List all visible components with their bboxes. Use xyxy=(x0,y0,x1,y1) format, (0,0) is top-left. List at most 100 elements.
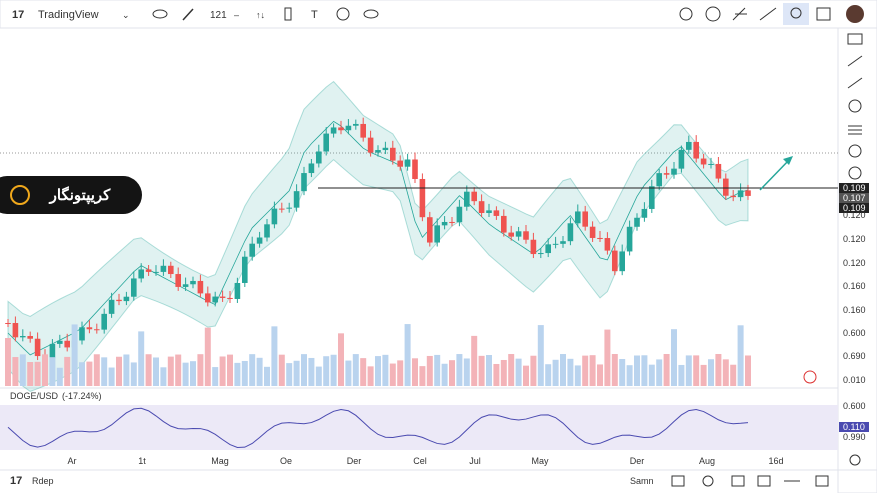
volume-bar xyxy=(537,325,544,386)
volume-bar xyxy=(182,362,189,386)
volume-bar xyxy=(308,357,315,386)
volume-bar xyxy=(700,364,707,386)
candle xyxy=(612,250,618,272)
tool[interactable] xyxy=(790,7,802,19)
volume-bar xyxy=(86,361,93,386)
price-label: 0.600 xyxy=(843,328,866,338)
volume-bar xyxy=(737,325,744,386)
candle xyxy=(397,160,403,167)
candle xyxy=(575,211,581,224)
price-chart xyxy=(5,80,751,448)
volume-bar xyxy=(71,324,78,386)
tool[interactable] xyxy=(679,7,693,21)
tool[interactable] xyxy=(757,475,771,487)
candle xyxy=(619,251,625,272)
dropdown[interactable]: ⌄ xyxy=(122,10,130,20)
bottom-right[interactable]: Samn xyxy=(630,476,654,486)
volume-bar xyxy=(286,363,293,386)
tool[interactable] xyxy=(848,125,862,135)
tool-active[interactable] xyxy=(783,3,809,25)
arrow-head xyxy=(783,156,793,165)
volume-bar xyxy=(5,338,11,386)
dropdown[interactable]: – xyxy=(234,10,239,20)
top-toolbar xyxy=(0,0,877,29)
volume-bar xyxy=(360,358,367,386)
avatar[interactable] xyxy=(846,5,864,23)
tool[interactable]: ↑↓ xyxy=(256,10,265,20)
tool[interactable] xyxy=(847,55,863,67)
candle xyxy=(57,340,63,344)
candle xyxy=(530,239,537,255)
volume-bar xyxy=(79,362,85,386)
bottom-left[interactable]: Rdep xyxy=(32,476,54,486)
tool[interactable] xyxy=(848,166,862,180)
time-label: Jul xyxy=(469,456,481,466)
candle-tool[interactable] xyxy=(284,7,292,21)
candle xyxy=(508,232,514,237)
tool[interactable] xyxy=(847,77,863,89)
candle xyxy=(242,256,248,283)
tool[interactable] xyxy=(702,475,714,487)
volume-bar xyxy=(19,354,26,386)
volume-bar xyxy=(434,354,441,386)
volume-bar xyxy=(93,354,100,386)
volume-bar xyxy=(138,331,145,386)
brand[interactable]: TradingView xyxy=(38,9,99,21)
tool[interactable] xyxy=(732,7,747,21)
candle xyxy=(745,190,751,196)
tool[interactable] xyxy=(848,144,862,158)
candle xyxy=(419,178,426,218)
candle xyxy=(486,210,492,214)
price-badge xyxy=(839,193,869,203)
tool[interactable] xyxy=(849,454,861,466)
candle xyxy=(663,173,670,175)
pen-tool[interactable] xyxy=(182,8,194,21)
eye-tool[interactable] xyxy=(363,9,379,19)
volume-bar xyxy=(27,362,34,386)
candle xyxy=(108,299,115,314)
volume-bar xyxy=(426,355,433,386)
candle xyxy=(523,231,529,240)
badge-icon xyxy=(10,185,30,205)
volume-bar xyxy=(441,363,448,386)
tool[interactable] xyxy=(731,475,745,487)
tool[interactable] xyxy=(705,6,721,22)
tool[interactable] xyxy=(815,475,829,487)
volume-bar xyxy=(648,364,655,386)
tool[interactable] xyxy=(848,99,862,113)
candle xyxy=(382,147,389,151)
candle xyxy=(182,284,189,287)
volume-bar xyxy=(101,357,108,386)
tool[interactable] xyxy=(671,475,685,487)
candle xyxy=(94,329,100,331)
volume-bar xyxy=(530,355,537,386)
volume-bar xyxy=(471,335,478,386)
candle xyxy=(316,151,322,164)
logo-mark: 17 xyxy=(10,475,22,487)
volume-bar xyxy=(130,362,137,386)
volume-bar xyxy=(730,364,737,386)
candle xyxy=(175,274,181,287)
tool[interactable] xyxy=(847,33,863,45)
candle xyxy=(160,265,167,272)
volume-bar xyxy=(389,363,396,386)
volume-bar xyxy=(515,358,522,386)
volume-bar xyxy=(693,355,700,386)
candle xyxy=(168,265,174,275)
tool[interactable] xyxy=(759,7,777,21)
info-tool[interactable] xyxy=(336,7,350,21)
text-tool[interactable]: T xyxy=(311,9,318,21)
volume-bar xyxy=(508,354,515,386)
volume-bar xyxy=(352,354,359,386)
candle xyxy=(338,127,344,131)
interval[interactable]: 121 xyxy=(210,10,227,21)
tool[interactable] xyxy=(816,7,831,21)
volume-bar xyxy=(412,358,418,386)
candle xyxy=(634,217,640,227)
time-label: Aug xyxy=(699,456,715,466)
candle xyxy=(626,226,633,252)
candle xyxy=(723,178,729,196)
candle xyxy=(20,336,26,338)
shape-tool[interactable] xyxy=(152,9,168,19)
volume-bar xyxy=(626,365,633,386)
